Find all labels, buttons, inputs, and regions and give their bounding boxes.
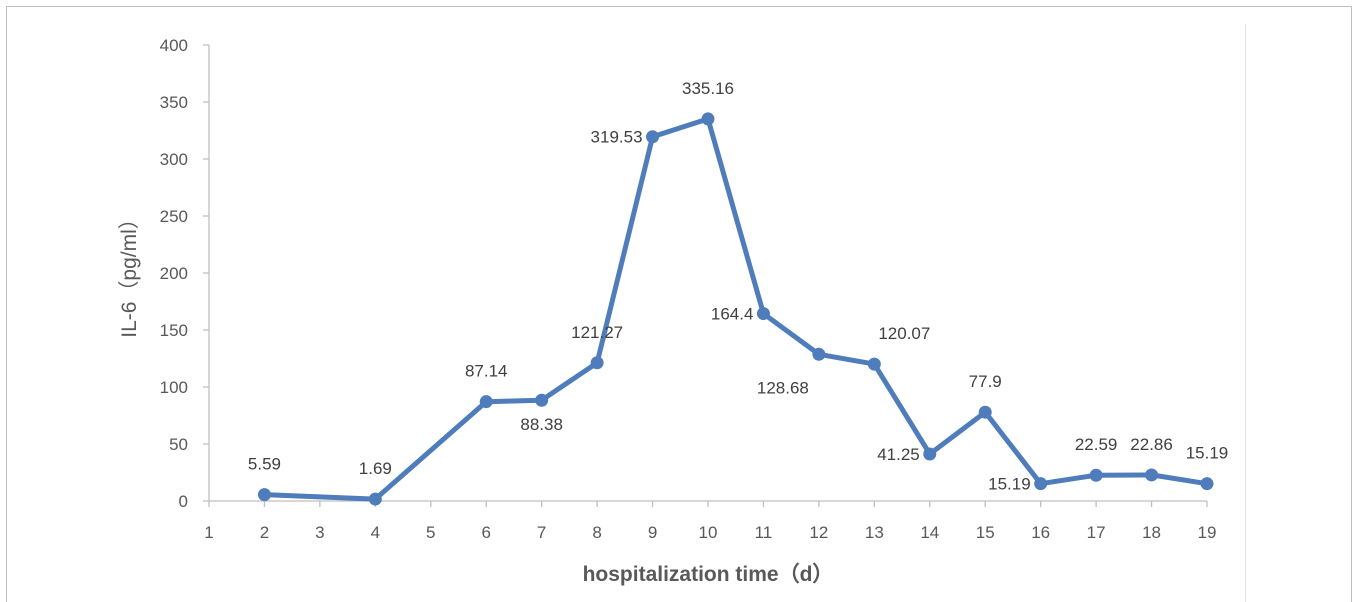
y-tick-label: 50 (169, 435, 188, 454)
x-tick-label: 7 (537, 523, 546, 542)
x-tick-label: 19 (1198, 523, 1217, 542)
y-tick-label: 250 (160, 207, 188, 226)
data-point (978, 405, 992, 419)
y-tick-label: 150 (160, 321, 188, 340)
x-tick-label: 2 (260, 523, 269, 542)
data-label: 121.27 (571, 323, 623, 342)
chart-separator (1245, 24, 1246, 602)
x-tick-label: 11 (755, 523, 773, 542)
y-axis-title: IL-6（pg/ml） (118, 208, 141, 338)
x-tick-label: 14 (920, 523, 939, 542)
data-label: 41.25 (877, 445, 920, 464)
y-tick-label: 300 (160, 150, 188, 169)
data-label: 5.59 (248, 455, 281, 474)
y-tick-label: 200 (160, 264, 188, 283)
y-tick-label: 100 (160, 378, 188, 397)
x-tick-label: 9 (648, 523, 657, 542)
data-label: 335.16 (682, 79, 734, 98)
x-axis-title: hospitalization time（d） (583, 562, 834, 586)
y-tick-label: 0 (179, 492, 188, 511)
data-point (1145, 468, 1159, 482)
data-label: 164.4 (711, 305, 754, 324)
x-tick-label: 8 (592, 523, 601, 542)
data-point (368, 492, 382, 506)
data-point (1089, 468, 1103, 482)
data-point (812, 347, 826, 361)
x-tick-label: 17 (1087, 523, 1106, 542)
x-tick-label: 12 (809, 523, 828, 542)
x-tick-label: 18 (1142, 523, 1161, 542)
data-label: 15.19 (1186, 444, 1229, 463)
x-tick-label: 4 (371, 523, 380, 542)
data-point (590, 356, 604, 370)
data-point (756, 307, 770, 321)
data-point (1200, 477, 1214, 491)
data-label: 22.86 (1130, 435, 1173, 454)
y-tick-label: 400 (160, 36, 188, 55)
data-label: 1.69 (359, 459, 392, 478)
x-tick-label: 10 (699, 523, 718, 542)
x-tick-label: 16 (1031, 523, 1050, 542)
x-tick-label: 3 (315, 523, 324, 542)
data-label: 22.59 (1075, 435, 1118, 454)
x-tick-label: 5 (426, 523, 435, 542)
x-tick-label: 15 (976, 523, 995, 542)
data-label: 87.14 (465, 362, 508, 381)
y-tick-labels: 0 50 100 150 200 250 300 350 400 (160, 36, 188, 511)
series-line (261, 116, 1210, 502)
data-point (479, 395, 493, 409)
data-label: 319.53 (591, 128, 643, 147)
data-point (1034, 477, 1048, 491)
data-point (867, 357, 881, 371)
y-tick-label: 350 (160, 93, 188, 112)
x-tick-label: 1 (204, 523, 213, 542)
x-tick-label: 6 (481, 523, 490, 542)
chart-frame (6, 6, 1352, 602)
data-points (257, 112, 1214, 506)
data-label: 77.9 (969, 372, 1002, 391)
x-tick-label: 13 (865, 523, 884, 542)
data-labels: 5.59 1.69 87.14 88.38 121.27 319.53 335.16 164.… (248, 79, 1228, 494)
data-point (923, 447, 937, 461)
data-label: 15.19 (988, 475, 1031, 494)
data-label: 128.68 (757, 378, 809, 397)
x-tick-labels: 1 2 3 4 5 6 7 8 9 10 11 12 13 14 15 16 17 18 19 (204, 523, 1216, 542)
data-label: 120.07 (878, 324, 930, 343)
data-point (257, 488, 271, 502)
data-point (535, 393, 549, 407)
data-label: 88.38 (520, 415, 563, 434)
data-point (646, 130, 660, 144)
data-point (701, 112, 715, 126)
